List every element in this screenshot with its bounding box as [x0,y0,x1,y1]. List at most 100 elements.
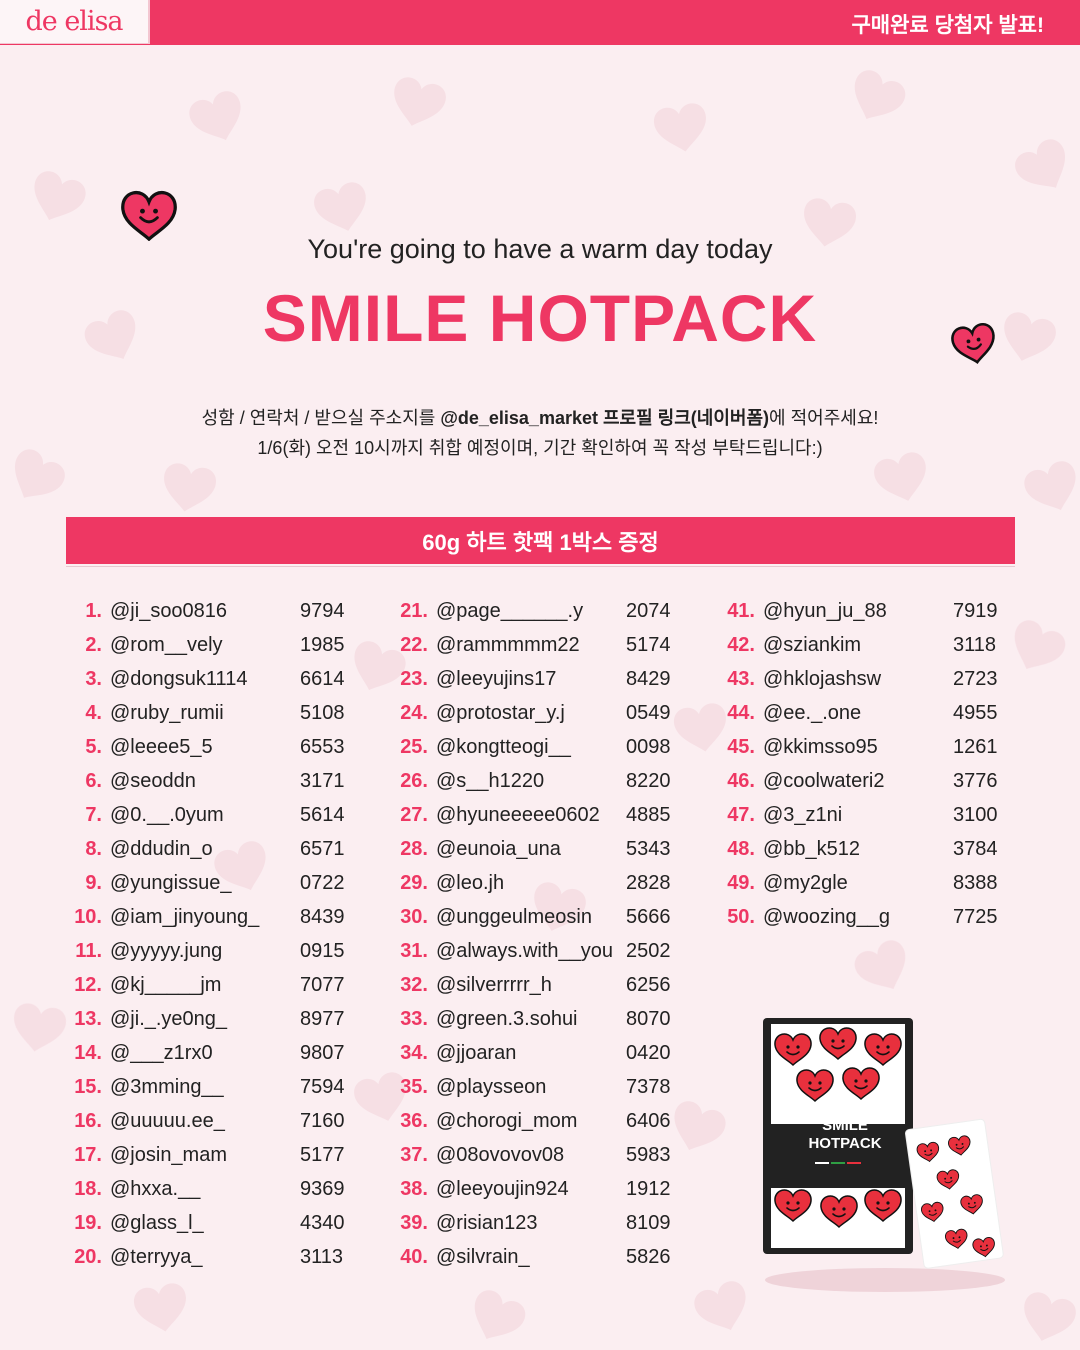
winner-number: 38. [400,1177,428,1200]
winner-phone-digits: 2723 [953,667,998,690]
winner-number: 5. [85,735,102,758]
winner-row: 2. @rom__vely 1985 [62,630,360,660]
winner-row: 20. @terryya_ 3113 [62,1242,360,1272]
winner-row: 38. @leeyoujin924 1912 [388,1174,686,1204]
winner-number: 24. [400,701,428,724]
winner-number: 1. [85,599,102,622]
winner-number: 47. [727,803,755,826]
winner-phone-digits: 6553 [300,735,345,758]
winner-phone-digits: 1261 [953,735,998,758]
winner-row: 47. @3_z1ni 3100 [715,800,1013,830]
winner-number: 25. [400,735,428,758]
winner-phone-digits: 5174 [626,633,671,656]
winner-row: 30. @unggeulmeosin 5666 [388,902,686,932]
winner-username: @eunoia_una [436,837,561,860]
winner-number: 33. [400,1007,428,1030]
winner-username: @rom__vely [110,633,223,656]
winner-row: 26. @s__h1220 8220 [388,766,686,796]
winner-phone-digits: 6571 [300,837,345,860]
top-banner: de elisa 구매완료 당첨자 발표! [0,0,1080,45]
hero-title: SMILE HOTPACK [262,281,818,355]
winner-username: @kkimsso95 [763,735,878,758]
winner-username: @sziankim [763,633,862,656]
winner-username: @silvrain_ [436,1245,530,1268]
winner-phone-digits: 2828 [626,871,671,894]
winner-number: 31. [400,939,428,962]
winner-phone-digits: 5826 [626,1245,671,1268]
winner-username: @coolwateri2 [763,769,885,792]
winner-phone-digits: 5666 [626,905,671,928]
winner-row: 31. @always.with__you 2502 [388,936,686,966]
winner-username: @bb_k512 [763,837,861,860]
winner-number: 35. [400,1075,428,1098]
winner-phone-digits: 3776 [953,769,998,792]
winner-phone-digits: 2074 [626,599,671,622]
winner-phone-digits: 0549 [626,701,671,724]
winner-number: 45. [727,735,755,758]
winner-row: 5. @leeee5_5 6553 [62,732,360,762]
winner-phone-digits: 3113 [300,1245,344,1268]
winner-row: 32. @silverrrrr_h 6256 [388,970,686,1000]
winner-row: 15. @3mming__ 7594 [62,1072,360,1102]
winner-number: 16. [74,1109,102,1132]
announcement-text: 구매완료 당첨자 발표! [851,14,1044,37]
winner-row: 24. @protostar_y.j 0549 [388,698,686,728]
winner-phone-digits: 0915 [300,939,345,962]
winner-number: 20. [74,1245,102,1268]
winner-phone-digits: 9794 [300,599,345,622]
winner-username: @woozing__g [763,905,891,928]
winner-row: 6. @seoddn 3171 [62,766,360,796]
winner-username: @3mming__ [110,1075,224,1098]
winner-number: 41. [727,599,755,622]
winner-row: 18. @hxxa.__ 9369 [62,1174,360,1204]
hotpack-product-image: SMILE HOTPACK [763,1018,1005,1292]
winner-row: 44. @ee._.one 4955 [715,698,1013,728]
winner-username: @rammmmm22 [436,633,580,656]
winner-number: 23. [400,667,428,690]
winner-number: 44. [727,701,755,724]
winner-phone-digits: 4340 [300,1211,345,1234]
winner-number: 11. [75,939,102,962]
winner-row: 23. @leeyujins17 8429 [388,664,686,694]
winner-row: 16. @uuuuu.ee_ 7160 [62,1106,360,1136]
winner-phone-digits: 1912 [626,1177,671,1200]
winner-username: @silverrrrr_h [436,973,552,996]
winner-phone-digits: 8439 [300,905,345,928]
winner-username: @chorogi_mom [436,1109,578,1132]
winner-username: @hxxa.__ [110,1177,201,1200]
winner-username: @seoddn [110,769,196,792]
winner-row: 21. @page______.y 2074 [388,596,686,626]
winner-username: @risian123 [436,1211,538,1234]
winner-number: 49. [727,871,755,894]
winner-number: 18. [74,1177,102,1200]
winner-phone-digits: 5983 [626,1143,671,1166]
winner-row: 33. @green.3.sohui 8070 [388,1004,686,1034]
brand-logo[interactable]: de elisa [0,0,150,44]
winner-row: 22. @rammmmm22 5174 [388,630,686,660]
winner-phone-digits: 0722 [300,871,345,894]
winner-phone-digits: 5108 [300,701,345,724]
winner-username: @___z1rx0 [110,1041,213,1064]
winner-phone-digits: 5614 [300,803,345,826]
winner-row: 10. @iam_jinyoung_ 8439 [62,902,360,932]
winner-row: 3. @dongsuk1114 6614 [62,664,360,694]
winner-number: 46. [727,769,755,792]
winner-number: 7. [85,803,102,826]
notice-form-link[interactable]: @de_elisa_market 프로필 링크(네이버폼) [440,408,770,428]
winner-row: 25. @kongtteogi__ 0098 [388,732,686,762]
winner-phone-digits: 0098 [626,735,671,758]
winner-phone-digits: 3784 [953,837,998,860]
winner-username: @ruby_rumii [110,701,224,724]
winner-username: @ddudin_o [110,837,213,860]
winner-phone-digits: 2502 [626,939,671,962]
winner-number: 8. [85,837,102,860]
winner-username: @jjoaran [436,1041,517,1064]
winner-row: 19. @glass_l_ 4340 [62,1208,360,1238]
winner-phone-digits: 5343 [626,837,671,860]
prize-banner: 60g 하트 핫팩 1박스 증정 [66,517,1015,564]
winner-phone-digits: 8220 [626,769,671,792]
winner-phone-digits: 8977 [300,1007,345,1030]
winner-row: 14. @___z1rx0 9807 [62,1038,360,1068]
winner-username: @glass_l_ [110,1211,204,1234]
winner-phone-digits: 5177 [300,1143,345,1166]
